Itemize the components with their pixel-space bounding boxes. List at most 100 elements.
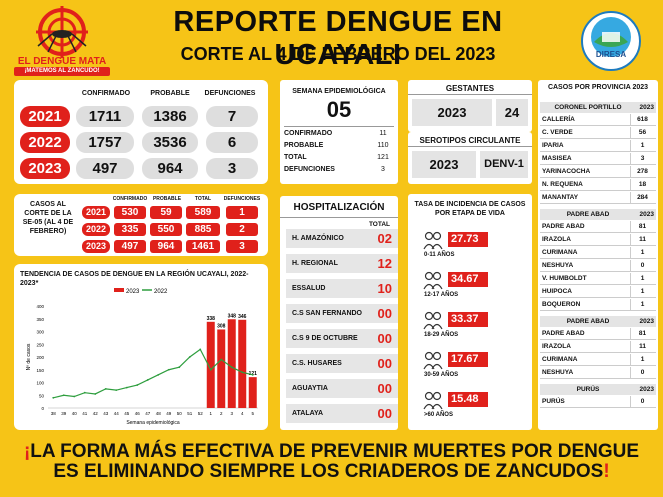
line-2022-point [167,368,170,371]
bar-2023 [206,321,215,408]
hospitalizacion-row-value: 00 [377,331,392,346]
provincia-row: C. VERDE 56 [540,127,656,139]
hospitalizacion-row-value: 10 [377,281,392,296]
provincia-value: 81 [630,221,654,233]
x-tick-label: 2 [220,411,223,416]
hospitalizacion-row-value: 00 [377,306,392,321]
summary-probable-2022: 3536 [142,132,198,153]
provincia-name: IRAZOLA [542,343,571,350]
hospitalizacion-row: H. REGIONAL 12 [286,254,398,273]
serotipos-card: SEROTIPOS CIRCULANTE 2023 DENV-1 [408,132,532,184]
line-2022-point [146,379,149,381]
corte-probable-2021: 59 [150,206,182,219]
hospitalizacion-row-label: C.S. HUSARES [292,360,342,367]
provincia-value: 3 [630,153,654,165]
summary-probable-2023: 964 [142,158,198,179]
gestantes-card: GESTANTES 2023 24 [408,80,532,132]
provincia-row: IRAZOLA 11 [540,234,656,246]
corte-probable-2022: 550 [150,223,182,236]
summary-probable-2021: 1386 [142,106,198,127]
x-tick-label: 5 [251,411,254,416]
hospitalizacion-row: C.S SAN FERNANDO 00 [286,304,398,323]
provincia-row: CURIMANA 1 [540,354,656,366]
bar-data-label: 348 [228,313,237,319]
diresa-logo: DIRESA [580,10,642,72]
line-2022-point [199,348,202,351]
summary-year-2023: 2023 [20,158,70,179]
corte-total-2022: 885 [186,223,220,236]
y-axis-label: Nº de casos [26,343,32,370]
line-2022-point [52,396,55,399]
provincia-row: PADRE ABAD 81 [540,221,656,233]
incidencia-value: 33.37 [448,312,488,327]
provincia-group-name: PURÚS [576,386,600,393]
x-tick-label: 39 [61,411,67,416]
corte-year-2022: 2022 [82,223,110,236]
line-2022-point [73,395,76,398]
hospitalizacion-row: H. AMAZÓNICO 02 [286,229,398,248]
corte-probable-2023: 964 [150,240,182,253]
x-tick-label: 45 [124,411,130,416]
bar-2023 [227,319,236,408]
summary-confirmado-2023: 497 [76,158,134,179]
x-tick-label: 38 [51,411,57,416]
semana-value-total: 121 [377,154,389,161]
family-icon [422,230,444,250]
footer-line-2: ES ELIMINANDO SIEMPRE LOS CRIADEROS DE Z… [0,461,663,483]
provincia-row: N. REQUENA 18 [540,179,656,191]
provincia-group-header: PADRE ABAD 2023 [540,209,656,220]
x-tick-label: 1 [209,411,212,416]
line-2022-point [115,389,118,392]
x-tick-label: 43 [103,411,109,416]
provincia-value: 81 [630,328,654,340]
serotipos-value: DENV-1 [480,151,528,178]
provincia-value: 1 [630,247,654,259]
provincia-row: CALLERÍA 618 [540,114,656,126]
logo-left-sub: ¡MATEMOS AL ZANCUDO! [14,67,110,76]
summary-defunciones-2023: 3 [206,158,258,179]
provincia-name: CURIMANA [542,356,578,363]
summary-header-confirmado: CONFIRMADO [81,90,131,97]
provincia-value: 0 [630,396,654,408]
hospitalizacion-total-label: TOTAL [368,221,390,228]
provincia-value: 284 [630,192,654,204]
semana-value-defunciones: 3 [381,166,385,173]
bar-2023 [238,319,247,408]
family-icon [422,350,444,370]
provincia-group-year: 2023 [639,211,654,218]
corte-defunciones-2023: 3 [226,240,258,253]
x-tick-label: 41 [82,411,88,416]
corte-total-2021: 589 [186,206,220,219]
provincia-group-year: 2023 [639,318,654,325]
incidencia-card: TASA DE INCIDENCIA DE CASOS POR ETAPA DE… [408,194,532,430]
provincia-value: 618 [630,114,654,126]
page-title: REPORTE DENGUE EN UCAYALI [173,6,503,71]
incidencia-value: 17.67 [448,352,488,367]
hospitalizacion-row-label: H. REGIONAL [292,260,338,267]
line-2022-point [188,356,191,358]
bar-2023 [217,329,226,408]
provincia-group-name: CORONEL PORTILLO [554,104,622,111]
y-tick-label: 150 [36,368,44,373]
semana-label-defunciones: DEFUNCIONES [284,166,335,173]
provincia-name: N. REQUENA [542,181,583,188]
provincia-row: IRAZOLA 11 [540,341,656,353]
incidencia-label: 0-11 AÑOS [424,252,455,258]
provincia-name: PURÚS [542,398,565,405]
line-2022 [53,348,253,399]
x-tick-label: 42 [93,411,99,416]
gestantes-year: 2023 [412,99,492,126]
family-icon [422,310,444,330]
chart-legend: 2023 2022 [114,288,168,295]
provincia-name: IPARIA [542,142,564,149]
provincia-group-header: CORONEL PORTILLO 2023 [540,102,656,113]
provincia-row: CURIMANA 1 [540,247,656,259]
incidencia-value: 27.73 [448,232,488,247]
incidencia-value: 15.48 [448,392,488,407]
provincia-group-name: PADRE ABAD [566,211,610,218]
provincia-name: PADRE ABAD [542,330,585,337]
footer-mark: ¡ [23,441,31,462]
chart-title: TENDENCIA DE CASOS DE DENGUE EN LA REGIÓ… [20,271,249,287]
provincia-name: IRAZOLA [542,236,571,243]
